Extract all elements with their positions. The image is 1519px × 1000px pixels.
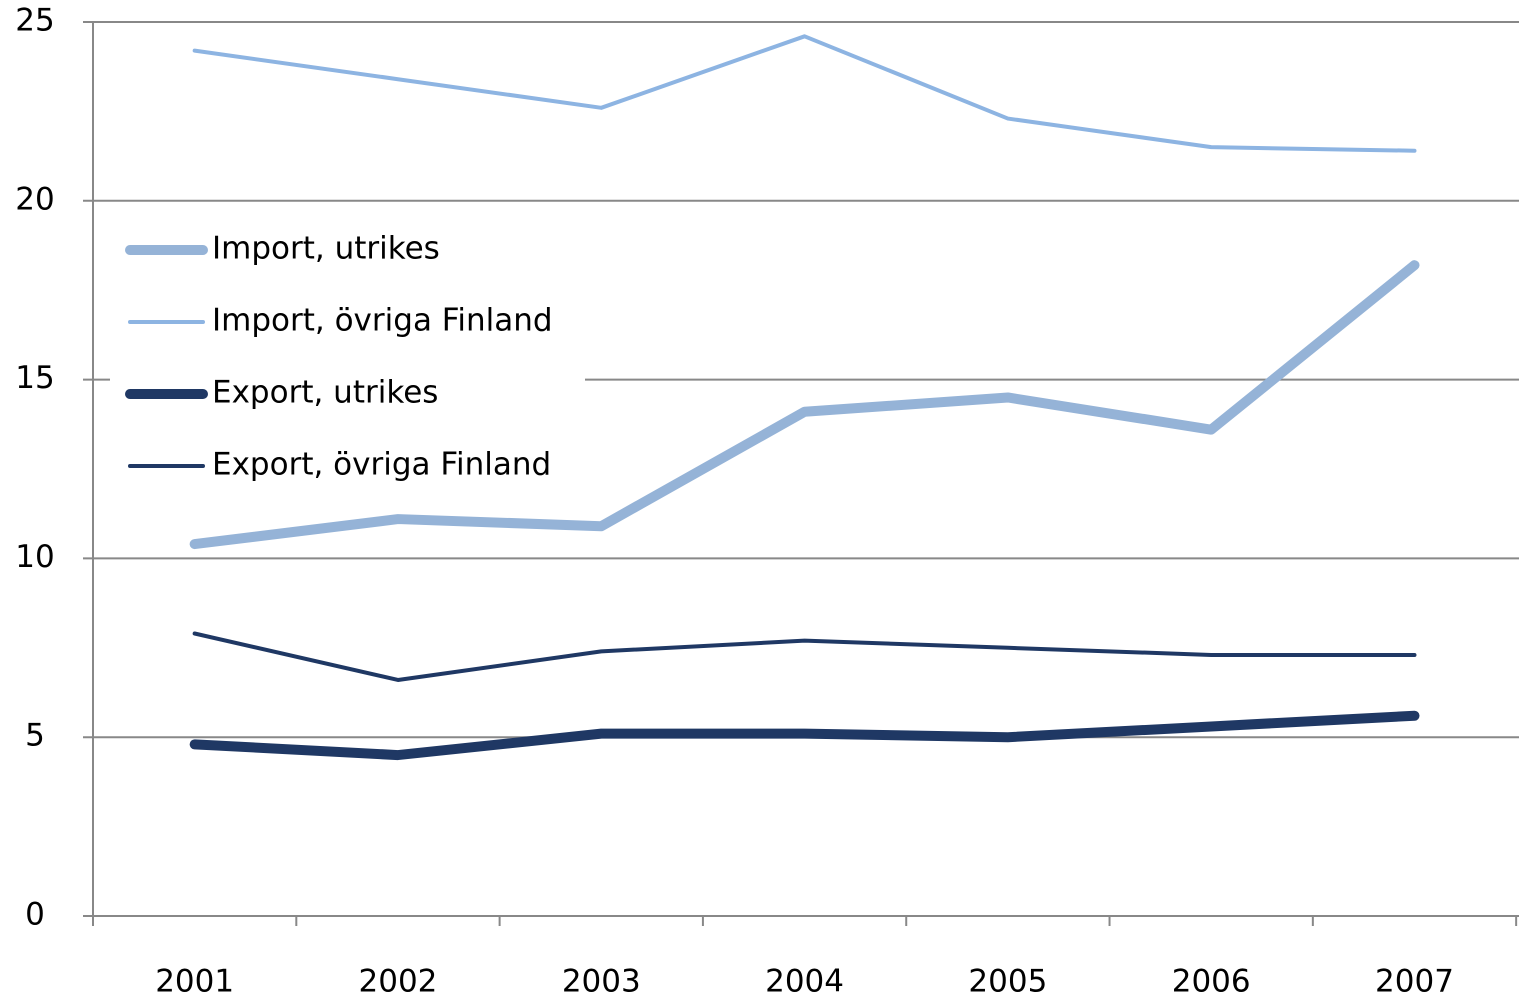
y-tick-label: 0 <box>25 897 45 933</box>
series-line <box>192 34 1417 153</box>
legend-label: Import, utrikes <box>212 231 440 267</box>
legend-box <box>110 222 585 492</box>
x-tick-label: 2004 <box>765 964 844 1000</box>
x-tick-label: 2005 <box>968 964 1047 1000</box>
x-tick-label: 2001 <box>155 964 234 1000</box>
legend-label: Import, övriga Finland <box>212 303 553 339</box>
y-tick-label: 5 <box>25 718 45 754</box>
series-line <box>189 710 1420 761</box>
x-tick-label: 2003 <box>562 964 641 1000</box>
y-tick-label: 10 <box>15 539 54 575</box>
x-tick-label: 2006 <box>1172 964 1251 1000</box>
legend-label: Export, utrikes <box>212 375 438 411</box>
series-line <box>189 260 1420 550</box>
y-tick-label: 15 <box>15 360 54 396</box>
x-tick-label: 2007 <box>1375 964 1454 1000</box>
series-line <box>192 631 1417 682</box>
legend-label: Export, övriga Finland <box>212 447 551 483</box>
x-tick-label: 2002 <box>359 964 438 1000</box>
y-tick-label: 25 <box>15 3 54 39</box>
y-tick-label: 20 <box>15 181 54 217</box>
